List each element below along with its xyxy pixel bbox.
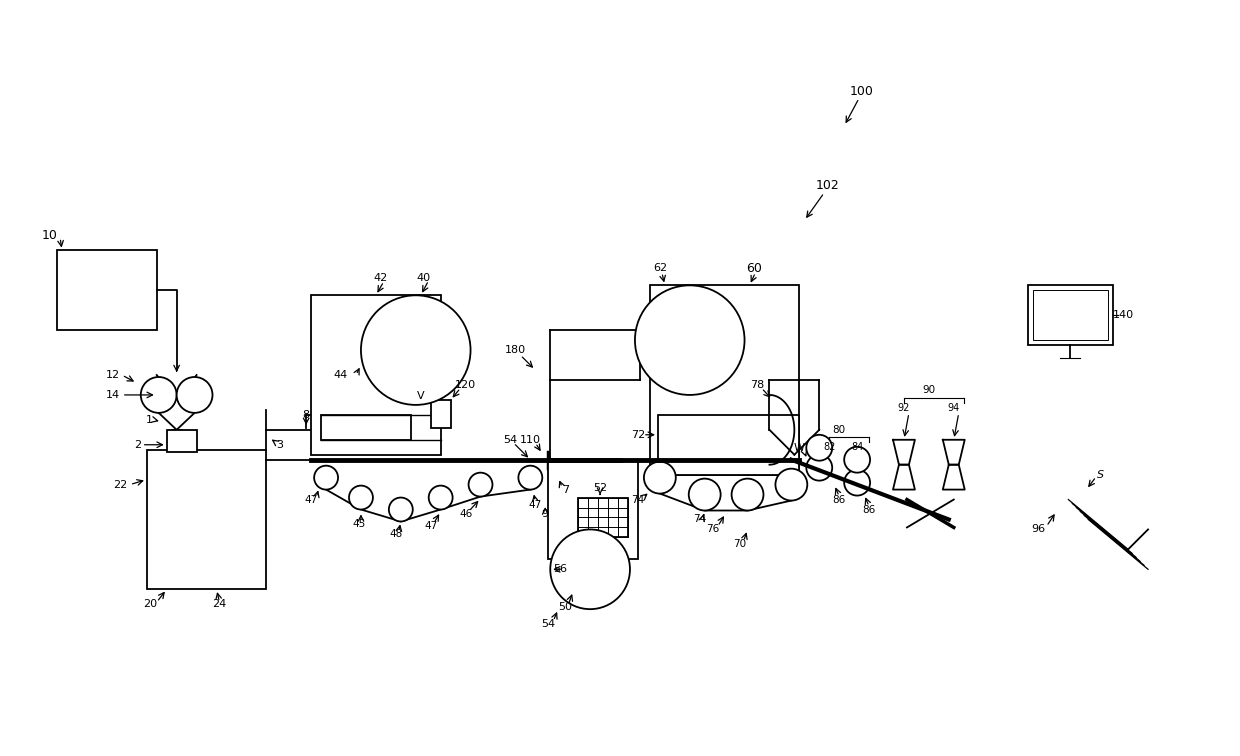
Bar [321, 415, 410, 440]
Text: 1: 1 [146, 415, 154, 425]
Circle shape [314, 466, 339, 490]
Circle shape [429, 485, 453, 510]
Text: 92: 92 [898, 403, 910, 413]
Bar [146, 450, 267, 589]
Text: 94: 94 [947, 403, 960, 413]
Text: V: V [417, 391, 424, 401]
Circle shape [688, 479, 720, 510]
Text: 86: 86 [863, 504, 875, 515]
Circle shape [644, 462, 676, 494]
Bar [1028, 285, 1114, 345]
Bar [658, 415, 800, 475]
Bar [430, 400, 450, 428]
Text: S: S [1096, 469, 1104, 479]
Text: 2: 2 [134, 440, 141, 450]
Text: 72: 72 [631, 430, 645, 440]
Text: 9: 9 [542, 510, 549, 519]
Circle shape [806, 435, 832, 460]
Text: 74: 74 [693, 515, 707, 525]
Text: 102: 102 [816, 179, 839, 192]
Text: 45: 45 [352, 519, 366, 529]
Text: 62: 62 [652, 263, 667, 274]
Text: 90: 90 [923, 385, 935, 395]
Bar [650, 285, 800, 475]
Bar [166, 430, 197, 452]
Circle shape [732, 479, 764, 510]
Circle shape [844, 447, 870, 472]
Circle shape [806, 454, 832, 481]
Text: 96: 96 [1032, 525, 1045, 534]
Text: 100: 100 [849, 85, 873, 98]
Text: 56: 56 [553, 564, 567, 575]
Text: 74: 74 [631, 494, 645, 504]
Text: 40: 40 [417, 274, 430, 284]
Bar [311, 296, 440, 454]
Text: W: W [794, 443, 805, 453]
Text: 24: 24 [212, 600, 227, 609]
Text: 47: 47 [528, 500, 542, 510]
Text: 22: 22 [114, 479, 128, 490]
Text: 3: 3 [275, 440, 283, 450]
Text: 14: 14 [105, 390, 120, 400]
Circle shape [775, 469, 807, 500]
Text: 76: 76 [706, 525, 719, 534]
Text: 54: 54 [541, 619, 556, 629]
Circle shape [348, 485, 373, 510]
Text: 78: 78 [750, 380, 765, 390]
Text: 70: 70 [733, 539, 746, 550]
Circle shape [635, 285, 744, 395]
Circle shape [518, 466, 542, 490]
Text: 140: 140 [1112, 310, 1133, 321]
Text: 8: 8 [303, 410, 310, 420]
Circle shape [551, 529, 630, 609]
Text: 7: 7 [562, 485, 569, 494]
Text: 12: 12 [105, 370, 120, 380]
Text: 48: 48 [389, 529, 403, 540]
Text: 42: 42 [373, 274, 388, 284]
Circle shape [469, 472, 492, 497]
Bar [57, 250, 156, 330]
Text: 110: 110 [520, 435, 541, 445]
Circle shape [141, 377, 176, 413]
Text: 180: 180 [505, 345, 526, 355]
Bar [548, 460, 637, 559]
Text: 44: 44 [334, 370, 348, 380]
Text: 52: 52 [593, 482, 608, 493]
Bar [1033, 290, 1109, 340]
Text: 46: 46 [459, 510, 472, 519]
Text: 20: 20 [143, 600, 156, 609]
Text: 80: 80 [832, 425, 846, 435]
Text: 82: 82 [823, 442, 836, 452]
Text: 47: 47 [424, 522, 438, 531]
Circle shape [176, 377, 212, 413]
Text: S: S [851, 460, 858, 469]
Text: 54: 54 [503, 435, 517, 445]
Text: 50: 50 [558, 603, 572, 612]
Circle shape [844, 469, 870, 496]
Text: 84: 84 [851, 442, 863, 452]
Circle shape [389, 497, 413, 522]
Bar [578, 497, 627, 538]
Text: 47: 47 [305, 494, 317, 504]
Text: 120: 120 [455, 380, 476, 390]
Text: 10: 10 [41, 229, 57, 242]
Circle shape [361, 296, 470, 405]
Text: 60: 60 [746, 262, 763, 275]
Text: 86: 86 [832, 494, 846, 504]
